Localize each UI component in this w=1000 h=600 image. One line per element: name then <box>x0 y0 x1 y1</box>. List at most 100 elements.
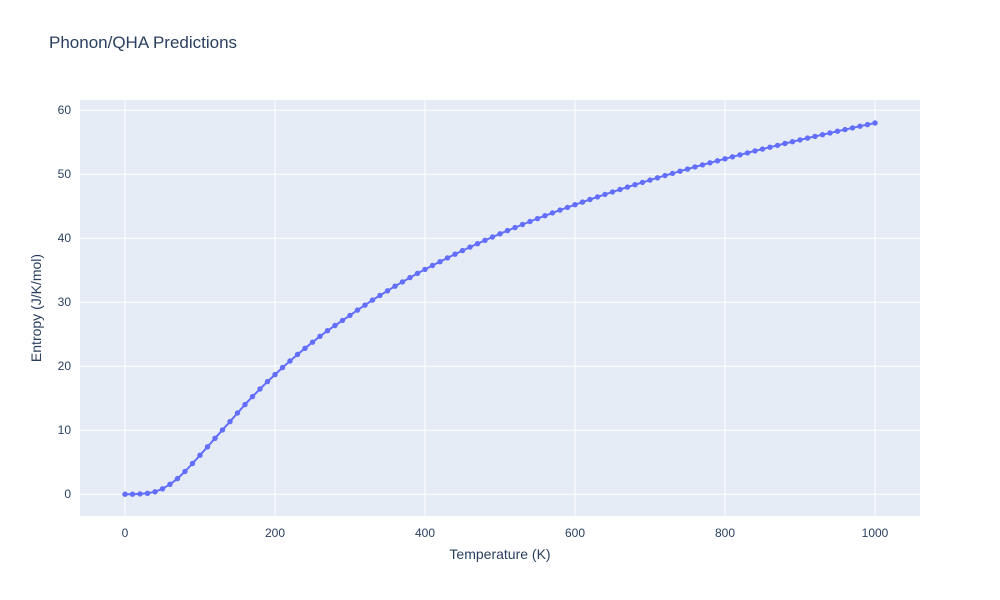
entropy-series-point <box>152 489 158 495</box>
entropy-series-point <box>137 491 143 497</box>
entropy-series-point <box>287 358 293 364</box>
entropy-series-point <box>144 490 151 496</box>
y-tick-label: 40 <box>58 231 72 245</box>
entropy-series-point <box>699 162 706 168</box>
entropy-series-point <box>452 251 458 257</box>
entropy-series-point <box>722 156 728 162</box>
x-tick-label: 400 <box>415 526 435 540</box>
entropy-series-point <box>729 154 736 160</box>
entropy-series-point <box>557 207 563 213</box>
x-tick-label: 600 <box>565 526 585 540</box>
entropy-series-point <box>834 128 841 134</box>
entropy-series-point <box>392 283 398 289</box>
entropy-series-point <box>564 204 571 211</box>
entropy-series-point <box>624 184 631 190</box>
entropy-series-point <box>339 317 346 324</box>
entropy-series-point <box>257 386 263 392</box>
entropy-series-point <box>489 234 496 240</box>
entropy-series-point <box>789 139 796 145</box>
entropy-series-point <box>444 255 451 261</box>
x-tick-label: 200 <box>265 526 285 540</box>
entropy-series-point <box>602 191 608 198</box>
entropy-series-point <box>407 274 413 281</box>
entropy-series-point <box>309 339 316 345</box>
entropy-series-point <box>332 322 338 329</box>
entropy-series-point <box>197 452 203 458</box>
entropy-series-point <box>639 179 646 186</box>
entropy-series-point <box>212 435 218 441</box>
entropy-series-point <box>519 221 526 228</box>
x-tick-label: 0 <box>122 526 129 540</box>
entropy-series-point <box>482 237 488 243</box>
entropy-series-point <box>842 126 848 133</box>
entropy-series-point <box>354 307 361 313</box>
entropy-series-point <box>377 292 383 299</box>
entropy-series-point <box>654 175 661 181</box>
y-tick-label: 60 <box>58 103 72 117</box>
entropy-series-point <box>549 210 556 216</box>
entropy-series-point <box>362 302 368 308</box>
chart-title: Phonon/QHA Predictions <box>49 33 238 52</box>
y-tick-label: 20 <box>58 359 72 373</box>
entropy-series-point <box>617 186 623 193</box>
entropy-series-point <box>542 213 548 219</box>
entropy-series-point <box>512 224 518 231</box>
entropy-series-point <box>872 120 878 126</box>
entropy-series-point <box>459 247 466 254</box>
entropy-series-point <box>864 121 871 128</box>
entropy-series-point <box>662 172 668 179</box>
entropy-series-point <box>227 418 233 425</box>
entropy-series-point <box>204 444 211 450</box>
entropy-series-point <box>324 328 331 334</box>
entropy-series-point <box>767 144 773 150</box>
entropy-series-point <box>159 486 166 492</box>
entropy-series-point <box>129 491 136 497</box>
entropy-series-point <box>497 231 503 237</box>
entropy-series-point <box>744 150 751 156</box>
entropy-series-point <box>812 133 818 140</box>
entropy-series-point <box>579 199 586 205</box>
entropy-series-point <box>189 460 196 467</box>
y-tick-label: 50 <box>58 167 72 181</box>
entropy-series-point <box>827 130 833 136</box>
x-axis-title: Temperature (K) <box>449 546 551 562</box>
x-tick-label: 800 <box>715 526 735 540</box>
entropy-series-point <box>414 270 421 277</box>
entropy-series-point <box>797 137 803 143</box>
entropy-series-point <box>669 170 676 177</box>
entropy-series-point <box>707 160 713 166</box>
entropy-series-point <box>587 196 593 203</box>
entropy-series-point <box>122 491 128 497</box>
entropy-series-point <box>527 218 533 225</box>
entropy-series-point <box>774 142 781 149</box>
entropy-series-point <box>474 241 481 247</box>
entropy-series-point <box>272 371 278 378</box>
entropy-series-point <box>677 168 683 174</box>
entropy-series-point <box>264 378 271 385</box>
entropy-series-point <box>504 227 511 234</box>
entropy-series-point <box>219 427 226 433</box>
entropy-series-point <box>849 125 856 131</box>
entropy-series-point <box>369 297 376 303</box>
entropy-series-point <box>399 279 406 285</box>
entropy-series-point <box>467 244 473 250</box>
entropy-series-point <box>684 166 691 172</box>
x-tick-label: 1000 <box>862 526 889 540</box>
entropy-series-point <box>534 215 541 222</box>
entropy-series-point <box>737 152 743 158</box>
entropy-series-point <box>242 401 248 408</box>
entropy-series-point <box>234 410 241 416</box>
entropy-series-point <box>752 148 758 154</box>
entropy-series-point <box>437 259 443 265</box>
entropy-series-point <box>384 288 391 294</box>
entropy-series-point <box>279 364 286 371</box>
entropy-series-point <box>249 393 256 400</box>
entropy-series-point <box>182 468 188 475</box>
y-tick-label: 30 <box>58 295 72 309</box>
entropy-series-point <box>714 158 721 164</box>
entropy-series-point <box>857 123 863 129</box>
entropy-series-point <box>594 194 601 200</box>
entropy-series-point <box>317 333 323 339</box>
